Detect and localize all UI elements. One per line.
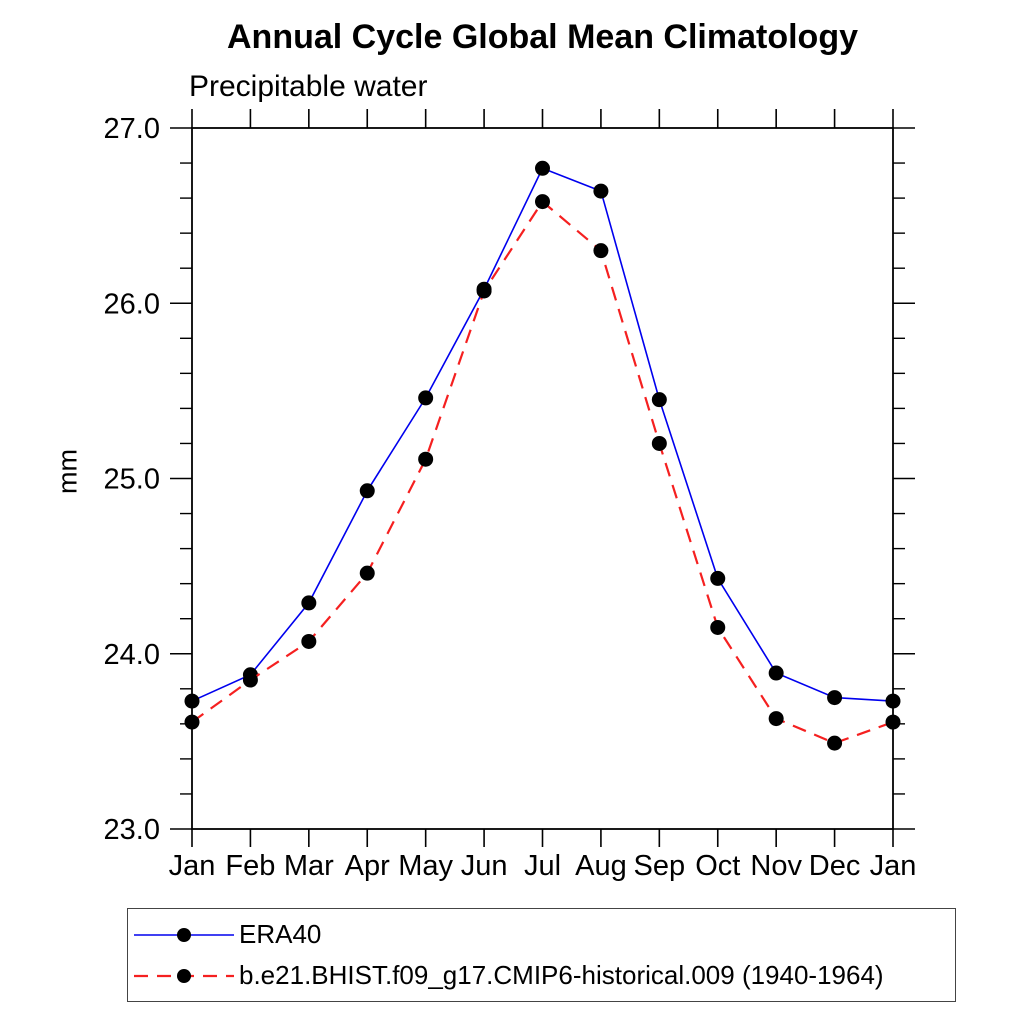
plot-frame [191,127,894,830]
legend-line-sample [134,927,234,942]
chart-title: Annual Cycle Global Mean Climatology [227,18,858,56]
data-point-marker [827,735,843,751]
data-point-marker [710,619,726,635]
legend: ERA40 b.e21.BHIST.f09_g17.CMIP6-historica… [127,908,956,1002]
legend-line-sample [134,968,234,983]
data-point-marker [301,633,317,649]
data-point-marker [710,570,726,586]
y-tick-label: 25.0 [104,464,160,496]
x-tick-label: Aug [575,850,627,882]
data-point-marker [418,451,434,467]
data-point-marker [184,693,200,709]
legend-item: ERA40 [132,914,955,955]
legend-marker-icon [177,968,191,983]
data-point-marker [301,595,317,611]
x-tick-label: Apr [345,850,390,882]
y-tick-label: 24.0 [104,639,160,671]
x-tick-label: Dec [809,850,861,882]
data-point-marker [476,283,492,299]
y-tick-label: 23.0 [104,814,160,846]
series-line-0 [191,167,894,702]
x-tick-label: Mar [284,850,334,882]
data-point-marker [768,665,784,681]
x-tick-label: Jul [524,850,561,882]
chart-subtitle: Precipitable water [189,70,428,103]
data-point-marker [184,714,200,730]
data-point-marker [535,160,550,176]
legend-label: b.e21.BHIST.f09_g17.CMIP6-historical.009… [239,960,884,990]
data-point-marker [359,565,375,581]
x-tick-label: Nov [750,850,802,882]
x-tick-label: May [398,850,453,882]
y-tick-label: 26.0 [104,288,160,320]
legend-item: b.e21.BHIST.f09_g17.CMIP6-historical.009… [132,955,955,996]
x-tick-label: Jun [461,850,508,882]
data-point-marker [651,435,667,451]
legend-label: ERA40 [239,919,322,949]
y-tick-label: 27.0 [104,113,160,145]
x-tick-label: Oct [695,850,740,882]
x-tick-label: Jan [870,850,917,882]
x-tick-label: Sep [634,850,686,882]
data-point-marker [535,194,550,210]
data-point-marker [359,483,375,499]
legend-marker-icon [177,927,191,942]
data-point-marker [651,392,667,408]
data-point-marker [885,714,901,730]
data-point-marker [242,672,258,688]
data-point-marker [418,390,434,406]
data-point-marker [593,243,609,259]
data-point-marker [593,183,609,199]
x-tick-label: Feb [225,850,275,882]
data-point-marker [768,711,784,727]
data-point-marker [827,690,843,706]
series-line-1 [191,199,894,745]
x-tick-label: Jan [169,850,216,882]
data-point-marker [885,693,901,709]
